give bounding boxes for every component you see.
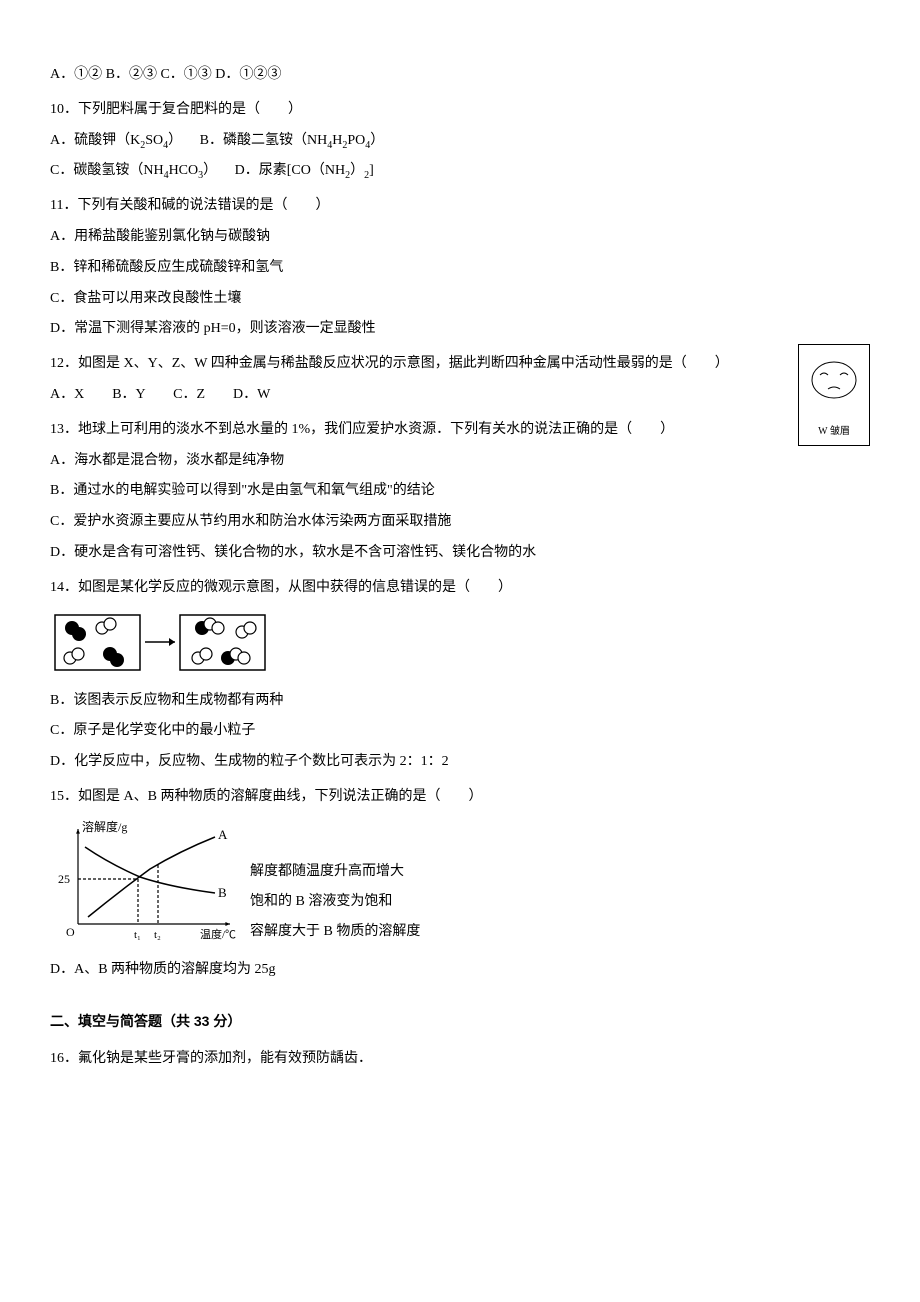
q11-optA: A．用稀盐酸能鉴别氯化钠与碳酸钠 <box>50 222 870 253</box>
q15-text2: 饱和的 B 溶液变为饱和 <box>250 887 392 918</box>
q10-row2: C．碳酸氢铵（NH4HCO3） D．尿素[CO（NH2）2] <box>50 156 870 187</box>
q14-stem: 14．如图是某化学反应的微观示意图，从图中获得的信息错误的是（ ） <box>50 573 870 604</box>
q11-optB: B．锌和稀硫酸反应生成硫酸锌和氢气 <box>50 253 870 284</box>
svg-text:t₁: t₁ <box>134 929 141 941</box>
q10: 10．下列肥料属于复合肥料的是（ ） A．硫酸钾（K2SO4） B．磷酸二氢铵（… <box>50 95 870 187</box>
svg-text:25: 25 <box>58 872 70 886</box>
svg-text:t₂: t₂ <box>154 929 161 941</box>
q14-optB: B．该图表示反应物和生成物都有两种 <box>50 686 870 717</box>
q10-optC: C．碳酸氢铵（NH4HCO3） <box>50 163 217 178</box>
q9-options-text: A．①② B．②③ C．①③ D．①②③ <box>50 67 281 82</box>
q10-stem: 10．下列肥料属于复合肥料的是（ ） <box>50 95 870 126</box>
svg-text:A: A <box>218 827 228 842</box>
q11-optD: D．常温下测得某溶液的 pH=0，则该溶液一定显酸性 <box>50 314 870 345</box>
section2-title: 二、填空与简答题（共 33 分） <box>50 1006 870 1037</box>
q14-diagram <box>50 610 870 680</box>
svg-text:温度/℃: 温度/℃ <box>200 927 236 941</box>
q13-stem: 13．地球上可利用的淡水不到总水量的 1%，我们应爱护水资源．下列有关水的说法正… <box>50 415 870 446</box>
q15-text1: 解度都随温度升高而增大 <box>250 857 404 888</box>
q11: 11．下列有关酸和碱的说法错误的是（ ） A．用稀盐酸能鉴别氯化钠与碳酸钠 B．… <box>50 191 870 345</box>
svg-text:O: O <box>66 925 75 939</box>
q15-optD: D．A、B 两种物质的溶解度均为 25g <box>50 955 870 986</box>
q10-optA: A．硫酸钾（K2SO4） <box>50 133 182 148</box>
q10-optB: B．磷酸二氢铵（NH4H2PO4） <box>200 133 385 148</box>
q16: 16．氟化钠是某些牙膏的添加剂，能有效预防龋齿． <box>50 1044 870 1075</box>
q9-options: A．①② B．②③ C．①③ D．①②③ <box>50 60 870 91</box>
q12-stem: 12．如图是 X、Y、Z、W 四种金属与稀盐酸反应状况的示意图，据此判断四种金属… <box>50 349 870 380</box>
q14-optC: C．原子是化学变化中的最小粒子 <box>50 716 870 747</box>
q14: 14．如图是某化学反应的微观示意图，从图中获得的信息错误的是（ ） B．该图表示… <box>50 573 870 778</box>
q13-optC: C．爱护水资源主要应从节约用水和防治水体污染两方面采取措施 <box>50 507 870 538</box>
q14-optD: D．化学反应中，反应物、生成物的粒子个数比可表示为 2：1：2 <box>50 747 870 778</box>
q15-stem: 15．如图是 A、B 两种物质的溶解度曲线，下列说法正确的是（ ） <box>50 782 870 813</box>
q13-optD: D．硬水是含有可溶性钙、镁化合物的水，软水是不含可溶性钙、镁化合物的水 <box>50 538 870 569</box>
q15-text3: 容解度大于 B 物质的溶解度 <box>250 917 420 948</box>
q12-side-image: W 皱眉 <box>798 344 870 446</box>
q12: 12．如图是 X、Y、Z、W 四种金属与稀盐酸反应状况的示意图，据此判断四种金属… <box>50 349 870 411</box>
q15: 15．如图是 A、B 两种物质的溶解度曲线，下列说法正确的是（ ） 溶解度/g 温… <box>50 782 870 986</box>
q12-side-label: W 皱眉 <box>799 421 869 443</box>
q13-optA: A．海水都是混合物，淡水都是纯净物 <box>50 446 870 477</box>
q10-optD: D．尿素[CO（NH2）2] <box>235 163 374 178</box>
q13: 13．地球上可利用的淡水不到总水量的 1%，我们应爱护水资源．下列有关水的说法正… <box>50 415 870 569</box>
q16-stem: 16．氟化钠是某些牙膏的添加剂，能有效预防龋齿． <box>50 1044 870 1075</box>
svg-text:B: B <box>218 885 227 900</box>
q12-options: A．X B．Y C．Z D．W <box>50 380 870 411</box>
q11-optC: C．食盐可以用来改良酸性土壤 <box>50 284 870 315</box>
q13-optB: B．通过水的电解实验可以得到"水是由氢气和氧气组成"的结论 <box>50 476 870 507</box>
q15-chart: 溶解度/g 温度/℃ 25 Ot₁ t₂ A B 解度都随温度升高而增大 饱和的 B 溶液变… <box>50 819 870 949</box>
q11-stem: 11．下列有关酸和碱的说法错误的是（ ） <box>50 191 870 222</box>
q10-row1: A．硫酸钾（K2SO4） B．磷酸二氢铵（NH4H2PO4） <box>50 126 870 157</box>
svg-text:溶解度/g: 溶解度/g <box>82 819 127 834</box>
